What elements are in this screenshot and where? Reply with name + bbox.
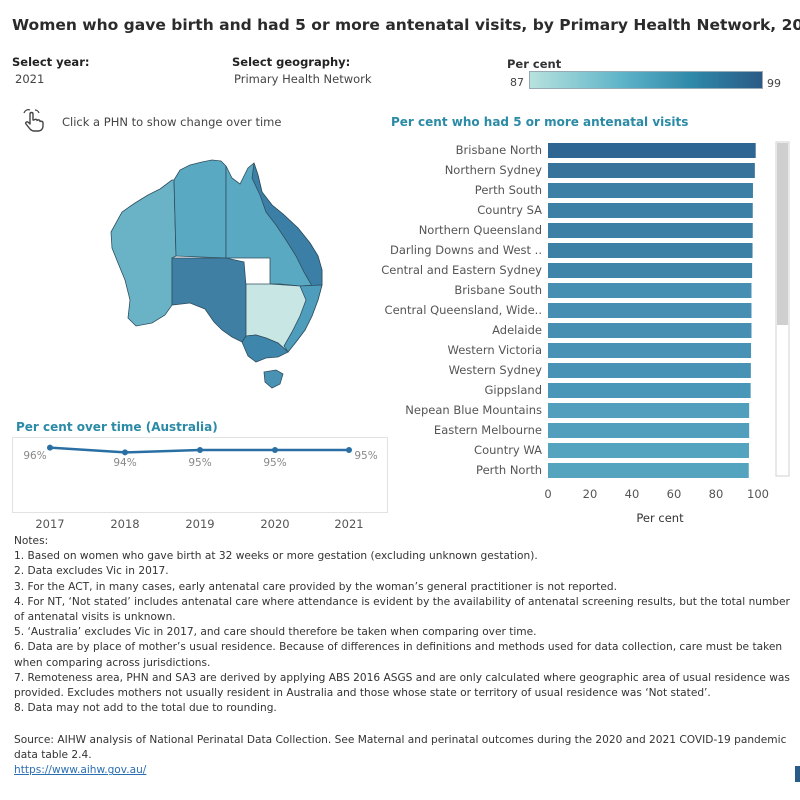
- bar-category-label: Perth South: [475, 183, 542, 197]
- scrollbar-thumb[interactable]: [777, 143, 788, 325]
- legend-title: Per cent: [507, 57, 562, 71]
- trend-point[interactable]: [346, 447, 352, 453]
- trend-point[interactable]: [122, 449, 128, 456]
- bar[interactable]: [548, 263, 753, 278]
- bar[interactable]: [548, 323, 752, 338]
- page-title: Women who gave birth and had 5 or more a…: [12, 16, 800, 34]
- bar[interactable]: [548, 343, 752, 358]
- x-tick-label: 20: [583, 487, 598, 501]
- year-tick-label: 2021: [334, 517, 363, 531]
- map-region-nsw-coast[interactable]: [283, 284, 323, 353]
- bar-category-label: Central and Eastern Sydney: [381, 263, 542, 277]
- bar[interactable]: [548, 403, 750, 418]
- year-tick-label: 2019: [185, 517, 214, 531]
- note-item: 6. Data are by place of mother’s usual r…: [14, 641, 783, 669]
- bar-category-label: Gippsland: [484, 383, 542, 397]
- notes-section: Notes: 1. Based on women who gave birth …: [14, 534, 790, 716]
- trend-point[interactable]: [47, 444, 53, 451]
- trend-data-label: 95%: [354, 450, 377, 462]
- bar-category-label: Western Victoria: [448, 343, 542, 357]
- year-tick-label: 2020: [260, 517, 289, 531]
- bar[interactable]: [548, 223, 753, 238]
- click-hint: Click a PHN to show change over time: [62, 115, 282, 129]
- bar-chart-title: Per cent who had 5 or more antenatal vis…: [391, 115, 689, 129]
- bar-category-label: Central Queensland, Wide..: [385, 303, 542, 317]
- geography-select-label: Select geography:: [232, 55, 351, 69]
- source-link[interactable]: https://www.aihw.gov.au/: [14, 764, 147, 777]
- australia-trend-line-chart[interactable]: 96% 2017 94% 2018 95% 2019 95% 2020 95% 2021: [0, 437, 400, 537]
- bar[interactable]: [548, 203, 753, 218]
- bar-category-label: Northern Queensland: [419, 223, 542, 237]
- bar-category-label: Nepean Blue Mountains: [405, 403, 542, 417]
- trend-point[interactable]: [272, 447, 278, 453]
- note-item: 1. Based on women who gave birth at 32 w…: [14, 550, 538, 563]
- x-tick-label: 80: [709, 487, 724, 501]
- bar-category-label: Brisbane North: [456, 143, 542, 157]
- bar[interactable]: [548, 143, 756, 158]
- trend-point[interactable]: [197, 447, 203, 453]
- note-item: 2. Data excludes Vic in 2017.: [14, 565, 169, 578]
- pointer-hand-icon: [23, 109, 44, 132]
- legend-min: 87: [510, 76, 524, 89]
- bar[interactable]: [548, 363, 751, 378]
- bar[interactable]: [548, 443, 749, 458]
- australia-phn-map[interactable]: [95, 150, 335, 390]
- year-select[interactable]: 2021: [15, 72, 45, 86]
- corner-accent: [795, 766, 800, 782]
- bar[interactable]: [548, 383, 751, 398]
- phn-bar-chart[interactable]: Brisbane North Northern Sydney Perth South…: [370, 136, 800, 528]
- bar-category-label: Darling Downs and West ..: [390, 243, 542, 257]
- bar-category-label: Eastern Melbourne: [434, 423, 542, 437]
- bar-category-label: Perth North: [476, 463, 542, 477]
- geography-select[interactable]: Primary Health Network: [234, 72, 372, 86]
- note-item: 3. For the ACT, in many cases, early ant…: [14, 580, 617, 593]
- bar-category-label: Western Sydney: [449, 363, 543, 377]
- map-region-wa[interactable]: [110, 179, 177, 327]
- line-chart-title: Per cent over time (Australia): [16, 420, 218, 434]
- trend-data-label: 96%: [23, 450, 46, 462]
- bar[interactable]: [548, 163, 755, 178]
- bar[interactable]: [548, 283, 752, 298]
- bar-category-label: Country WA: [474, 443, 542, 457]
- bar[interactable]: [548, 423, 750, 438]
- year-tick-label: 2018: [110, 517, 139, 531]
- map-region-sa[interactable]: [171, 257, 247, 343]
- bar-category-label: Adelaide: [492, 323, 542, 337]
- notes-heading: Notes:: [14, 535, 49, 547]
- source-section: Source: AIHW analysis of National Perina…: [14, 733, 790, 779]
- trend-data-label: 94%: [113, 457, 136, 469]
- trend-data-label: 95%: [263, 457, 286, 469]
- x-tick-label: 60: [667, 487, 682, 501]
- bar-category-label: Northern Sydney: [445, 163, 542, 177]
- legend-max: 99: [767, 77, 781, 90]
- trend-data-label: 95%: [188, 457, 211, 469]
- line-chart-frame: [12, 437, 388, 513]
- note-item: 7. Remoteness area, PHN and SA3 are deri…: [14, 671, 790, 700]
- map-region-nt[interactable]: [173, 159, 227, 259]
- year-tick-label: 2017: [35, 517, 64, 531]
- bar[interactable]: [548, 303, 752, 318]
- x-axis-label: Per cent: [636, 511, 684, 525]
- bar[interactable]: [548, 243, 753, 258]
- x-tick-label: 40: [625, 487, 640, 501]
- x-tick-label: 100: [747, 487, 769, 501]
- map-region-vic[interactable]: [241, 334, 289, 363]
- source-text: Source: AIHW analysis of National Perina…: [14, 734, 787, 762]
- bar[interactable]: [548, 183, 753, 198]
- year-select-label: Select year:: [12, 55, 90, 69]
- note-item: 4. For NT, ‘Not stated’ includes antenat…: [14, 595, 790, 624]
- bar-category-label: Brisbane South: [454, 283, 542, 297]
- note-item: 5. ‘Australia’ excludes Vic in 2017, and…: [14, 626, 537, 639]
- bar-category-label: Country SA: [477, 203, 542, 217]
- color-legend-gradient: [529, 71, 763, 89]
- note-item: 8. Data may not add to the total due to …: [14, 702, 277, 715]
- x-tick-label: 0: [544, 487, 551, 501]
- bar[interactable]: [548, 463, 749, 478]
- map-region-tas[interactable]: [263, 369, 284, 389]
